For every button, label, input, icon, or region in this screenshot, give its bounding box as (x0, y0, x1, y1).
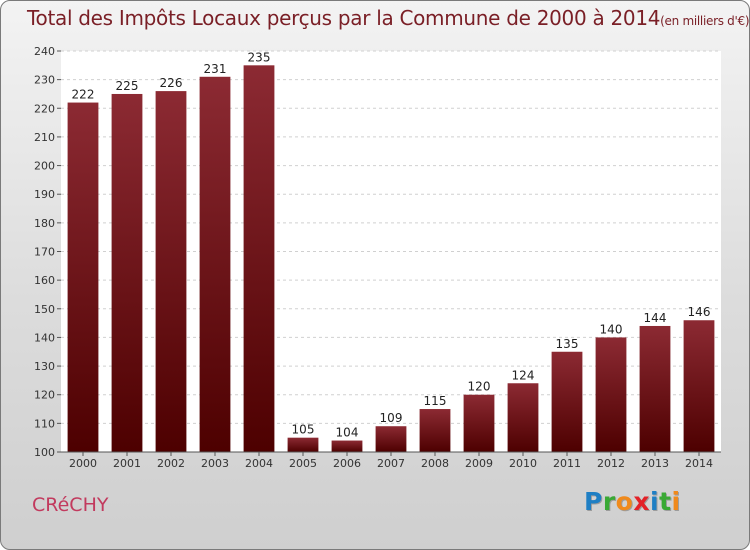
bar (155, 91, 187, 452)
bar (551, 351, 583, 452)
commune-name: CRéCHY (32, 494, 109, 516)
x-tick-label: 2002 (157, 457, 185, 470)
logo-letter: t (659, 487, 672, 516)
data-label: 144 (644, 311, 667, 325)
bar (639, 325, 671, 452)
x-tick-label: 2014 (685, 457, 713, 470)
data-label: 115 (424, 394, 447, 408)
bar (507, 383, 539, 452)
data-label: 222 (72, 88, 95, 102)
data-label: 235 (248, 50, 271, 64)
bar (243, 65, 275, 453)
data-label: 109 (380, 411, 403, 425)
data-label: 231 (204, 62, 227, 76)
x-axis-ticks: 2000 2001 2002 2003 2004 2005 2006 2007 2008 2009… (69, 452, 713, 470)
y-tick-label: 180 (34, 217, 55, 230)
data-label: 120 (468, 380, 491, 394)
chart-title-text: Total des Impôts Locaux perçus par la Co… (27, 6, 661, 30)
data-label: 140 (600, 322, 623, 336)
bar (683, 320, 715, 452)
y-tick-label: 200 (34, 160, 55, 173)
y-tick-label: 130 (34, 360, 55, 373)
data-labels: 222 225 226 231 235 105 104 109 115 120 124 135 140 1… (72, 50, 711, 439)
logo-letter: i (650, 487, 660, 516)
proxiti-logo: Proxiti (584, 487, 681, 516)
y-tick-label: 150 (34, 303, 55, 316)
x-tick-label: 2006 (333, 457, 361, 470)
bar (331, 440, 363, 452)
y-tick-label: 100 (34, 446, 55, 459)
bar (375, 426, 407, 452)
bar (287, 437, 319, 452)
y-tick-label: 190 (34, 188, 55, 201)
y-tick-label: 170 (34, 246, 55, 259)
y-tick-label: 220 (34, 102, 55, 115)
logo-letter: r (602, 487, 616, 516)
chart-title: Total des Impôts Locaux perçus par la Co… (27, 6, 749, 30)
y-tick-label: 140 (34, 331, 55, 344)
bars (67, 65, 715, 453)
bar (67, 102, 99, 453)
data-label: 225 (116, 79, 139, 93)
y-axis-ticks: 100 110 120 130 140 150 160 170 180 190 200 210 220 2… (34, 45, 61, 459)
x-tick-label: 2003 (201, 457, 229, 470)
y-tick-label: 120 (34, 389, 55, 402)
x-tick-label: 2009 (465, 457, 493, 470)
logo-letter: i (671, 487, 681, 516)
y-tick-label: 230 (34, 74, 55, 87)
data-label: 135 (556, 337, 579, 351)
bar (111, 93, 143, 452)
x-tick-label: 2007 (377, 457, 405, 470)
logo-letter: o (615, 487, 634, 516)
x-tick-label: 2012 (597, 457, 625, 470)
x-tick-label: 2008 (421, 457, 449, 470)
bar (463, 394, 495, 452)
bar (199, 76, 231, 453)
chart-unit: (en milliers d'€) (660, 14, 750, 28)
data-label: 104 (336, 426, 359, 440)
x-tick-label: 2013 (641, 457, 669, 470)
data-label: 105 (292, 423, 315, 437)
bar (595, 337, 627, 452)
data-label: 226 (160, 76, 183, 90)
x-tick-label: 2001 (113, 457, 141, 470)
logo-letter: P (584, 487, 603, 516)
y-tick-label: 240 (34, 45, 55, 58)
x-tick-label: 2010 (509, 457, 537, 470)
x-tick-label: 2005 (289, 457, 317, 470)
y-tick-label: 110 (34, 417, 55, 430)
y-tick-label: 210 (34, 131, 55, 144)
x-tick-label: 2011 (553, 457, 581, 470)
data-label: 124 (512, 368, 535, 382)
y-tick-label: 160 (34, 274, 55, 287)
x-tick-label: 2000 (69, 457, 97, 470)
x-tick-label: 2004 (245, 457, 273, 470)
logo-letter: x (633, 487, 650, 516)
bar (419, 409, 451, 452)
data-label: 146 (688, 305, 711, 319)
